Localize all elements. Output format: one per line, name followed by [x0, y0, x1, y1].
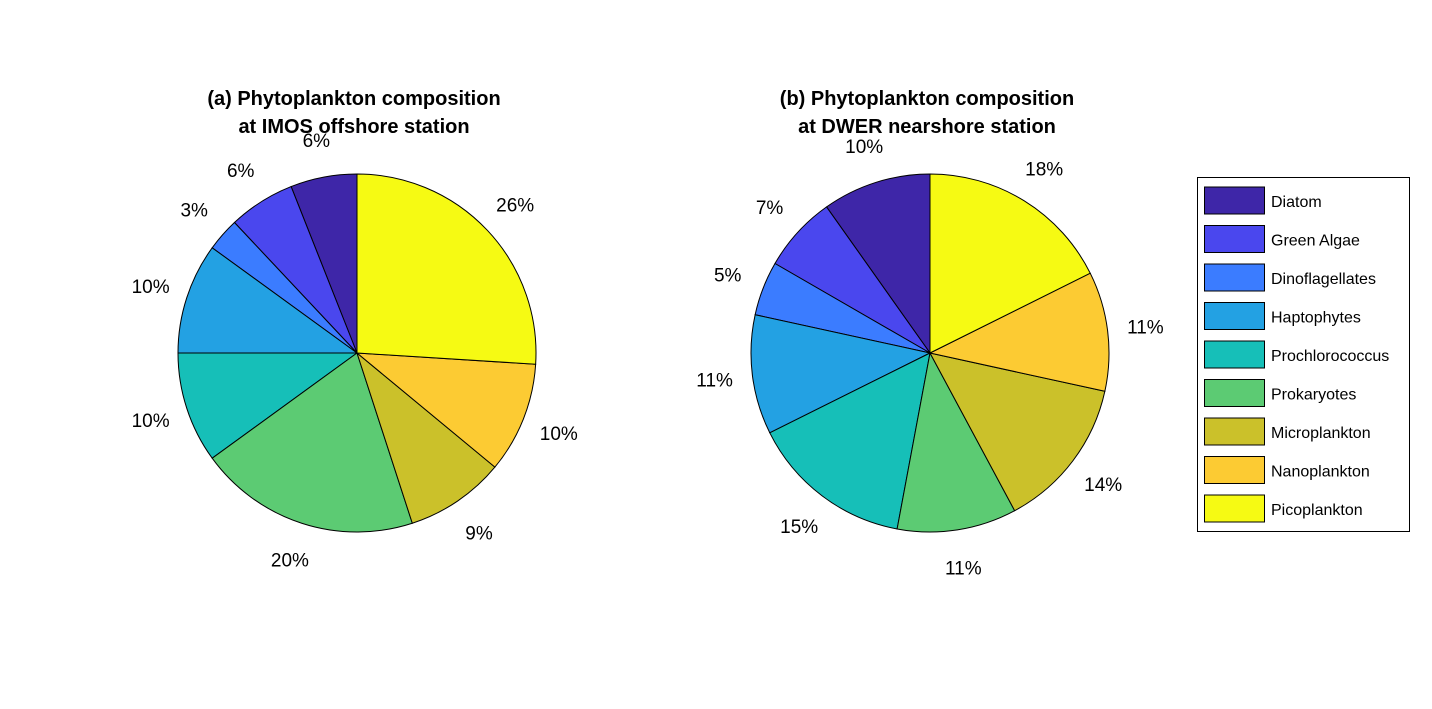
legend-swatch-microplankton [1204, 417, 1265, 446]
legend-swatch-dinoflagellates [1204, 263, 1265, 292]
slice-percent-label: 10% [845, 137, 883, 158]
pie-slice-microplankton [355, 351, 496, 524]
legend-label: Green Algae [1271, 233, 1360, 250]
legend-label: Prokaryotes [1271, 387, 1356, 404]
slice-percent-label: 14% [1084, 475, 1122, 496]
chart-title: (a) Phytoplankton composition at IMOS off… [207, 88, 500, 138]
pie-slice-nanoplankton [355, 352, 537, 468]
pie-chart-dwer-nearshore: (b) Phytoplankton composition at DWER nea… [696, 88, 1164, 579]
chart-title: (b) Phytoplankton composition at DWER nea… [780, 88, 1074, 138]
legend-label: Microplankton [1271, 425, 1371, 442]
slice-percent-label: 6% [227, 161, 255, 182]
legend-label: Prochlorococcus [1271, 348, 1389, 365]
legend-label: Picoplankton [1271, 502, 1363, 519]
pie-chart-imos-offshore: (a) Phytoplankton composition at IMOS off… [132, 88, 578, 571]
legend-label: Dinoflagellates [1271, 271, 1376, 288]
slice-percent-label: 7% [756, 198, 784, 219]
slice-percent-label: 26% [496, 196, 534, 217]
slice-percent-label: 10% [132, 411, 170, 432]
legend: Diatom Green Algae Dinoflagellates Haptophy… [1197, 177, 1410, 532]
pie-slice-picoplankton [929, 173, 1091, 354]
slice-percent-label: 11% [945, 558, 982, 579]
pie-slice-haptophytes [177, 247, 359, 354]
slice-percent-label: 5% [714, 266, 742, 287]
slice-percent-label: 20% [271, 550, 309, 571]
pie-slice-microplankton [929, 352, 1106, 512]
slice-percent-label: 15% [780, 517, 818, 538]
slice-percent-label: 6% [303, 131, 331, 152]
pie-slice-prochlorococcus [177, 352, 359, 459]
pie-slice-haptophytes [750, 314, 932, 434]
pie-slice-diatom [825, 173, 931, 355]
slice-percent-label: 3% [180, 201, 208, 222]
slice-percent-label: 9% [465, 524, 493, 545]
pie-slice-picoplankton [356, 173, 537, 365]
legend-label: Diatom [1271, 194, 1322, 211]
pie-slice-prokaryotes [896, 351, 1016, 533]
slice-percent-label: 10% [540, 424, 578, 445]
legend-swatch-prokaryotes [1204, 379, 1265, 407]
pie-slice-nanoplankton [928, 272, 1110, 392]
legend-swatch-picoplankton [1204, 494, 1265, 523]
slice-percent-label: 18% [1025, 160, 1063, 181]
legend-swatch-diatom [1204, 186, 1265, 215]
legend-swatch-prochlorococcus [1204, 340, 1265, 369]
slice-percent-label: 11% [696, 371, 733, 392]
legend-swatch-haptophytes [1204, 302, 1265, 330]
legend-swatch-nanoplankton [1204, 456, 1265, 484]
pie-slice-prochlorococcus [769, 352, 931, 530]
legend-label: Haptophytes [1271, 310, 1361, 327]
slice-percent-label: 11% [1127, 317, 1164, 338]
legend-label: Nanoplankton [1271, 464, 1370, 481]
slice-percent-label: 10% [132, 277, 170, 298]
legend-swatch-green-algae [1204, 225, 1265, 253]
pie-slice-prokaryotes [211, 352, 413, 533]
